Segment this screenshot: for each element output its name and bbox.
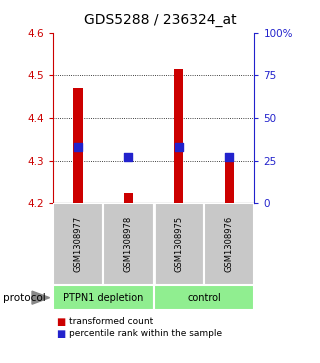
Bar (53, 203, 103, 285)
Point (227, 154, 232, 160)
Bar (124, 193, 133, 203)
Point (76, 144, 81, 150)
Point (176, 144, 181, 150)
Bar (174, 69, 183, 203)
Bar (154, 285, 254, 310)
Text: protocol: protocol (3, 293, 46, 303)
Point (126, 154, 131, 160)
Text: transformed count: transformed count (69, 318, 153, 326)
Text: ■: ■ (56, 317, 65, 327)
Text: GSM1308977: GSM1308977 (74, 216, 83, 272)
Bar (103, 203, 154, 285)
Text: GSM1308978: GSM1308978 (124, 216, 133, 272)
Bar (204, 203, 254, 285)
Bar (154, 203, 204, 285)
Bar (74, 88, 83, 203)
Bar (225, 156, 234, 203)
Text: PTPN1 depletion: PTPN1 depletion (63, 293, 143, 303)
Polygon shape (32, 291, 50, 304)
Text: percentile rank within the sample: percentile rank within the sample (69, 330, 222, 338)
Text: control: control (187, 293, 221, 303)
Bar (53, 285, 154, 310)
Text: ■: ■ (56, 329, 65, 339)
Text: GSM1308975: GSM1308975 (174, 216, 183, 272)
Text: GSM1308976: GSM1308976 (225, 216, 234, 272)
Text: GDS5288 / 236324_at: GDS5288 / 236324_at (84, 13, 236, 27)
